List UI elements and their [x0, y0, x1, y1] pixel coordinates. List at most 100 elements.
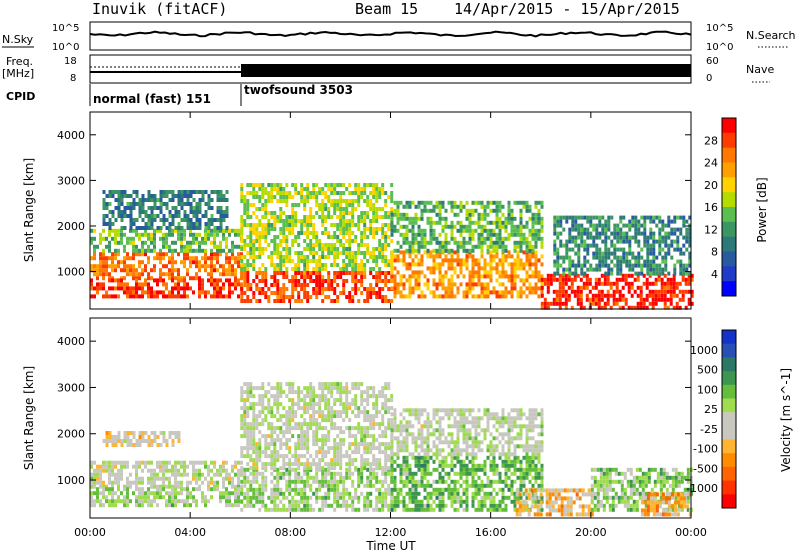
heatmap-cell: [324, 203, 328, 207]
heatmap-cell: [498, 274, 502, 279]
heatmap-cell: [363, 398, 367, 403]
heatmap-cell: [333, 462, 337, 467]
heatmap-cell: [357, 475, 361, 480]
heatmap-cell: [613, 255, 617, 260]
heatmap-cell: [453, 240, 457, 245]
heatmap-cell: [228, 472, 231, 477]
heatmap-cell: [483, 228, 487, 233]
heatmap-cell: [580, 227, 584, 232]
heatmap-cell: [270, 386, 274, 391]
heatmap-cell: [153, 268, 156, 273]
heatmap-cell: [318, 398, 322, 403]
heatmap-cell: [330, 487, 334, 492]
heatmap-cell: [610, 243, 614, 248]
heatmap-cell: [153, 194, 157, 198]
heatmap-cell: [210, 264, 213, 269]
heatmap-cell: [147, 214, 151, 218]
heatmap-cell: [363, 410, 367, 415]
heatmap-cell: [126, 476, 129, 481]
heatmap-cell: [423, 282, 427, 287]
heatmap-cell: [291, 203, 295, 207]
heatmap-cell: [153, 240, 156, 245]
heatmap-cell: [105, 484, 108, 489]
heatmap-cell: [285, 223, 289, 227]
heatmap-cell: [240, 267, 244, 271]
heatmap-cell: [102, 248, 105, 253]
heatmap-cell: [231, 248, 234, 253]
heatmap-cell: [249, 203, 253, 207]
heatmap-cell: [342, 418, 346, 423]
nsearch-label: N.Search: [746, 29, 796, 42]
heatmap-cell: [135, 282, 138, 287]
heatmap-cell: [255, 255, 259, 259]
heatmap-cell: [378, 267, 382, 271]
heatmap-cell: [102, 218, 106, 222]
heatmap-cell: [300, 487, 304, 492]
heatmap-cell: [568, 267, 572, 272]
heatmap-cell: [408, 294, 412, 299]
heatmap-cell: [402, 250, 406, 255]
heatmap-cell: [336, 255, 340, 259]
heatmap-cell: [195, 236, 198, 241]
heatmap-cell: [117, 264, 120, 269]
heatmap-cell: [594, 301, 598, 306]
heatmap-cell: [318, 275, 322, 279]
heatmap-cell: [318, 271, 322, 275]
heatmap-cell: [658, 231, 662, 236]
heatmap-cell: [201, 286, 204, 291]
heatmap-cell: [114, 294, 117, 299]
heatmap-cell: [465, 282, 469, 287]
heatmap-cell: [315, 410, 319, 415]
heatmap-cell: [501, 220, 505, 225]
heatmap-cell: [387, 507, 391, 512]
heatmap-cell: [309, 243, 313, 247]
heatmap-cell: [216, 248, 219, 253]
heatmap-cell: [666, 285, 670, 290]
heatmap-cell: [330, 203, 334, 207]
heatmap-cell: [294, 422, 298, 427]
heatmap-cell: [243, 263, 247, 267]
heatmap-cell: [646, 251, 650, 256]
heatmap-cell: [369, 267, 373, 271]
heatmap-cell: [480, 224, 484, 229]
heatmap-cell: [144, 232, 147, 237]
heatmap-cell: [387, 211, 391, 215]
heatmap-cell: [270, 183, 274, 187]
heatmap-cell: [351, 259, 355, 263]
heatmap-cell: [586, 247, 590, 252]
heatmap-cell: [123, 495, 126, 500]
heatmap-cell: [120, 198, 124, 202]
heatmap-cell: [534, 254, 538, 259]
heatmap-cell: [249, 287, 253, 291]
heatmap-cell: [96, 499, 99, 504]
heatmap-cell: [318, 279, 322, 283]
heatmap-cell: [204, 290, 207, 295]
heatmap-cell: [384, 479, 388, 484]
heatmap-cell: [294, 211, 298, 215]
heatmap-cell: [297, 271, 301, 275]
heatmap-cell: [357, 495, 361, 500]
heatmap-cell: [688, 263, 692, 268]
heatmap-cell: [162, 476, 165, 481]
heatmap-cell: [646, 247, 650, 252]
heatmap-cell: [408, 228, 412, 233]
heatmap-cell: [369, 499, 373, 504]
heatmap-cell: [102, 495, 105, 500]
heatmap-cell: [285, 295, 289, 299]
heatmap-cell: [351, 223, 355, 227]
heatmap-cell: [210, 276, 213, 281]
heatmap-cell: [126, 443, 130, 447]
heatmap-cell: [348, 263, 352, 267]
heatmap-cell: [399, 274, 403, 279]
heatmap-cell: [492, 254, 496, 259]
heatmap-cell: [378, 215, 382, 219]
heatmap-cell: [688, 235, 692, 240]
heatmap-cell: [384, 203, 388, 207]
heatmap-cell: [522, 282, 526, 287]
heatmap-cell: [132, 435, 136, 439]
heatmap-cell: [682, 235, 686, 240]
heatmap-cell: [378, 207, 382, 211]
heatmap-cell: [579, 293, 583, 298]
heatmap-cell: [594, 285, 598, 290]
heatmap-cell: [213, 236, 216, 241]
